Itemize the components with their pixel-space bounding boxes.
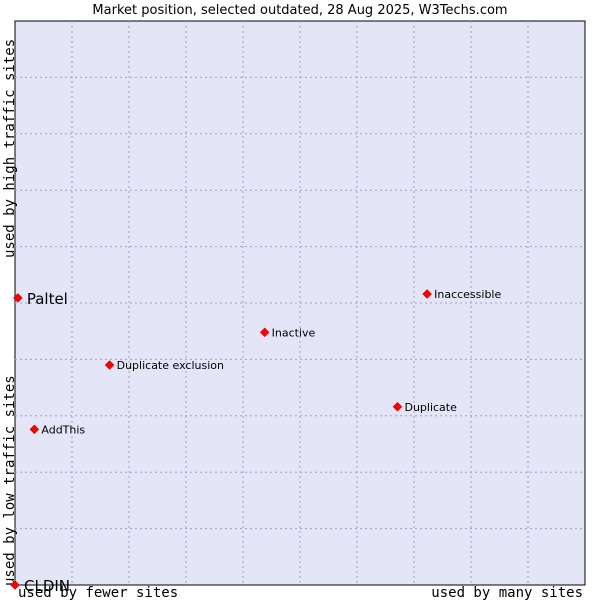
data-point-marker [12,293,23,303]
chart-title: Market position, selected outdated, 28 A… [92,3,507,18]
x-axis-label-right: used by many sites [431,585,583,600]
data-point-label: Inactive [272,326,316,339]
data-point-label: Duplicate [404,401,457,414]
data-point-label: AddThis [41,423,85,436]
y-axis-label-top: used by high traffic sites [2,39,18,258]
y-axis-label-bottom: used by low traffic sites [2,375,18,586]
data-point-label: Duplicate exclusion [117,359,224,372]
data-point-label: Paltel [27,290,68,308]
data-point-label: CLDIN [24,577,70,595]
data-point-marker [422,289,432,299]
data-point-marker [104,360,115,370]
data-point-marker [29,424,40,435]
data-point-marker [259,327,270,338]
x-axis-label-left: used by fewer sites [18,585,178,600]
data-point-label: Inaccessible [434,288,501,301]
data-points: Paltel CLDIN Inaccessible Inactive Duplicate… [10,288,501,595]
data-point-marker [392,401,403,412]
grid-lines [15,21,585,585]
data-point-marker [10,580,20,590]
